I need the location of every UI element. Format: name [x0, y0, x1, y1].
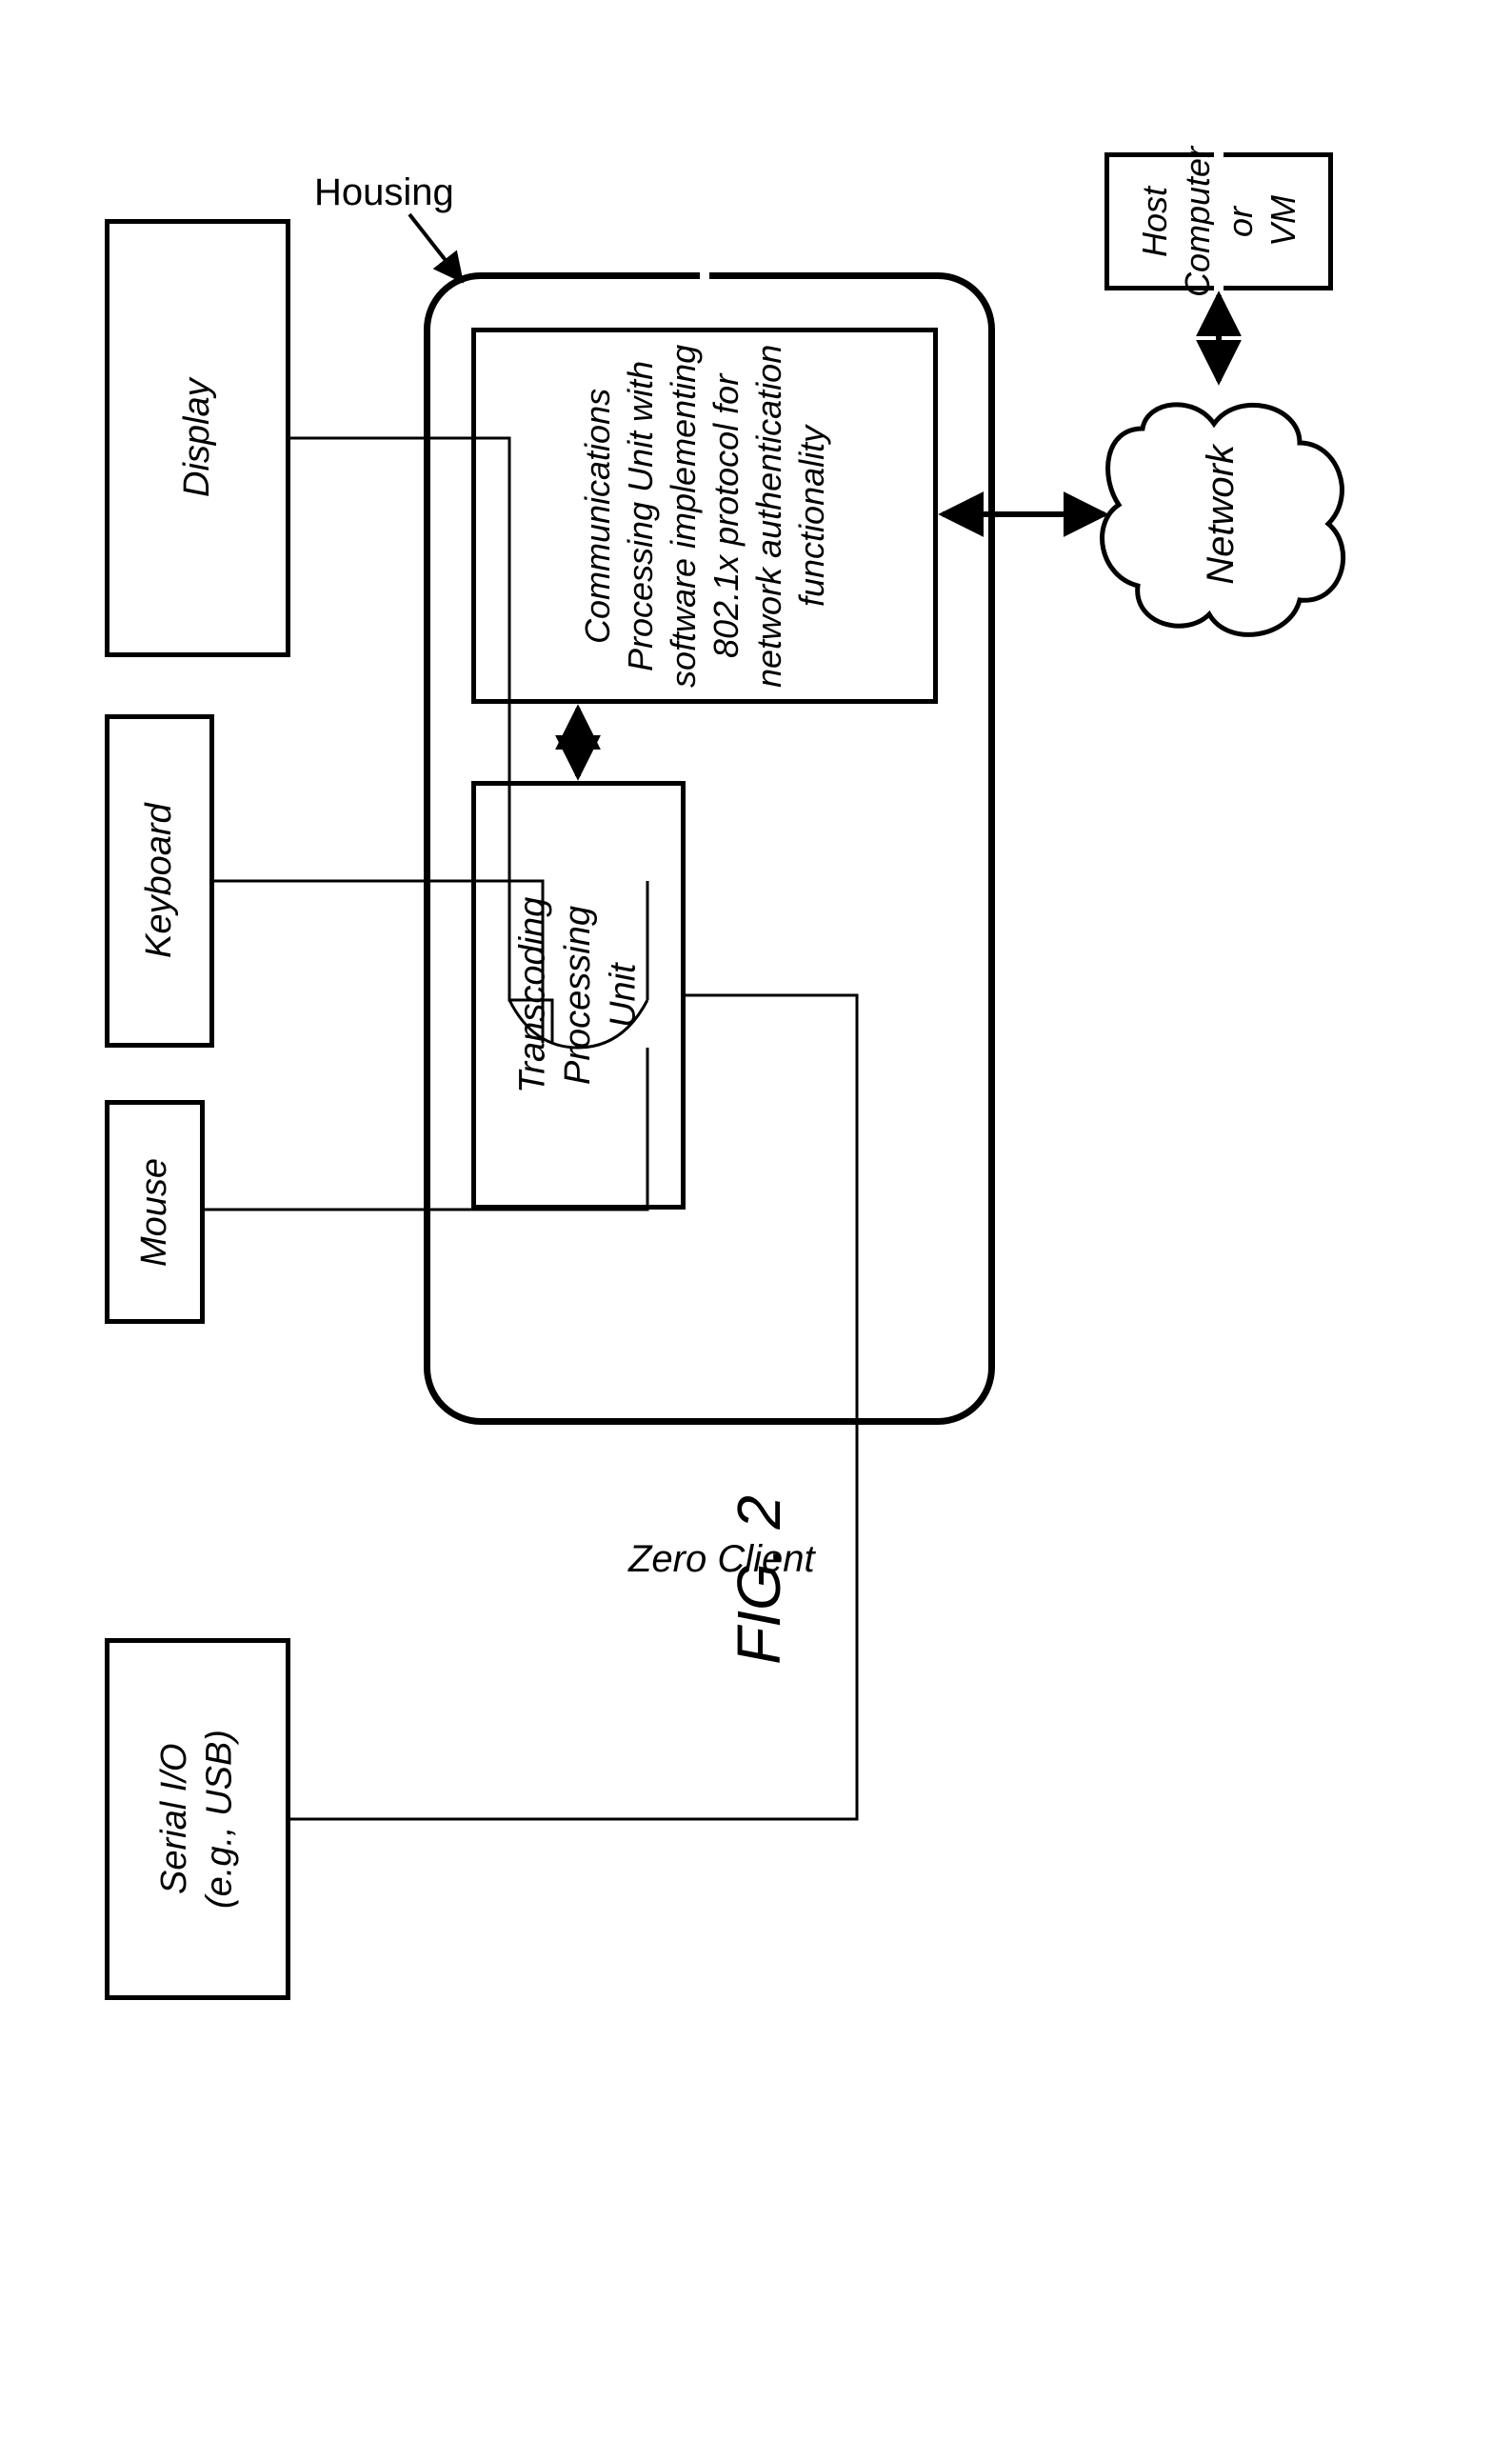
mouse-box: Mouse [105, 1100, 205, 1324]
serial-io-box: Serial I/O (e.g., USB) [105, 1638, 290, 2000]
diagram-canvas: Housing Zero Client Display Keyboard Mou… [38, 38, 1474, 2400]
comms-box: Communications Processing Unit with soft… [471, 328, 938, 704]
display-box: Display [105, 219, 290, 657]
host-box: Host Computer or VM [1104, 152, 1333, 290]
housing-label: Housing [314, 171, 454, 214]
network-label: Network [1200, 445, 1243, 585]
network-cloud: Network [1095, 371, 1347, 657]
keyboard-box: Keyboard [105, 714, 214, 1048]
transcoding-box: Transcoding Processing Unit [471, 781, 686, 1210]
figure-label: FIG. 2 [724, 1495, 794, 1665]
